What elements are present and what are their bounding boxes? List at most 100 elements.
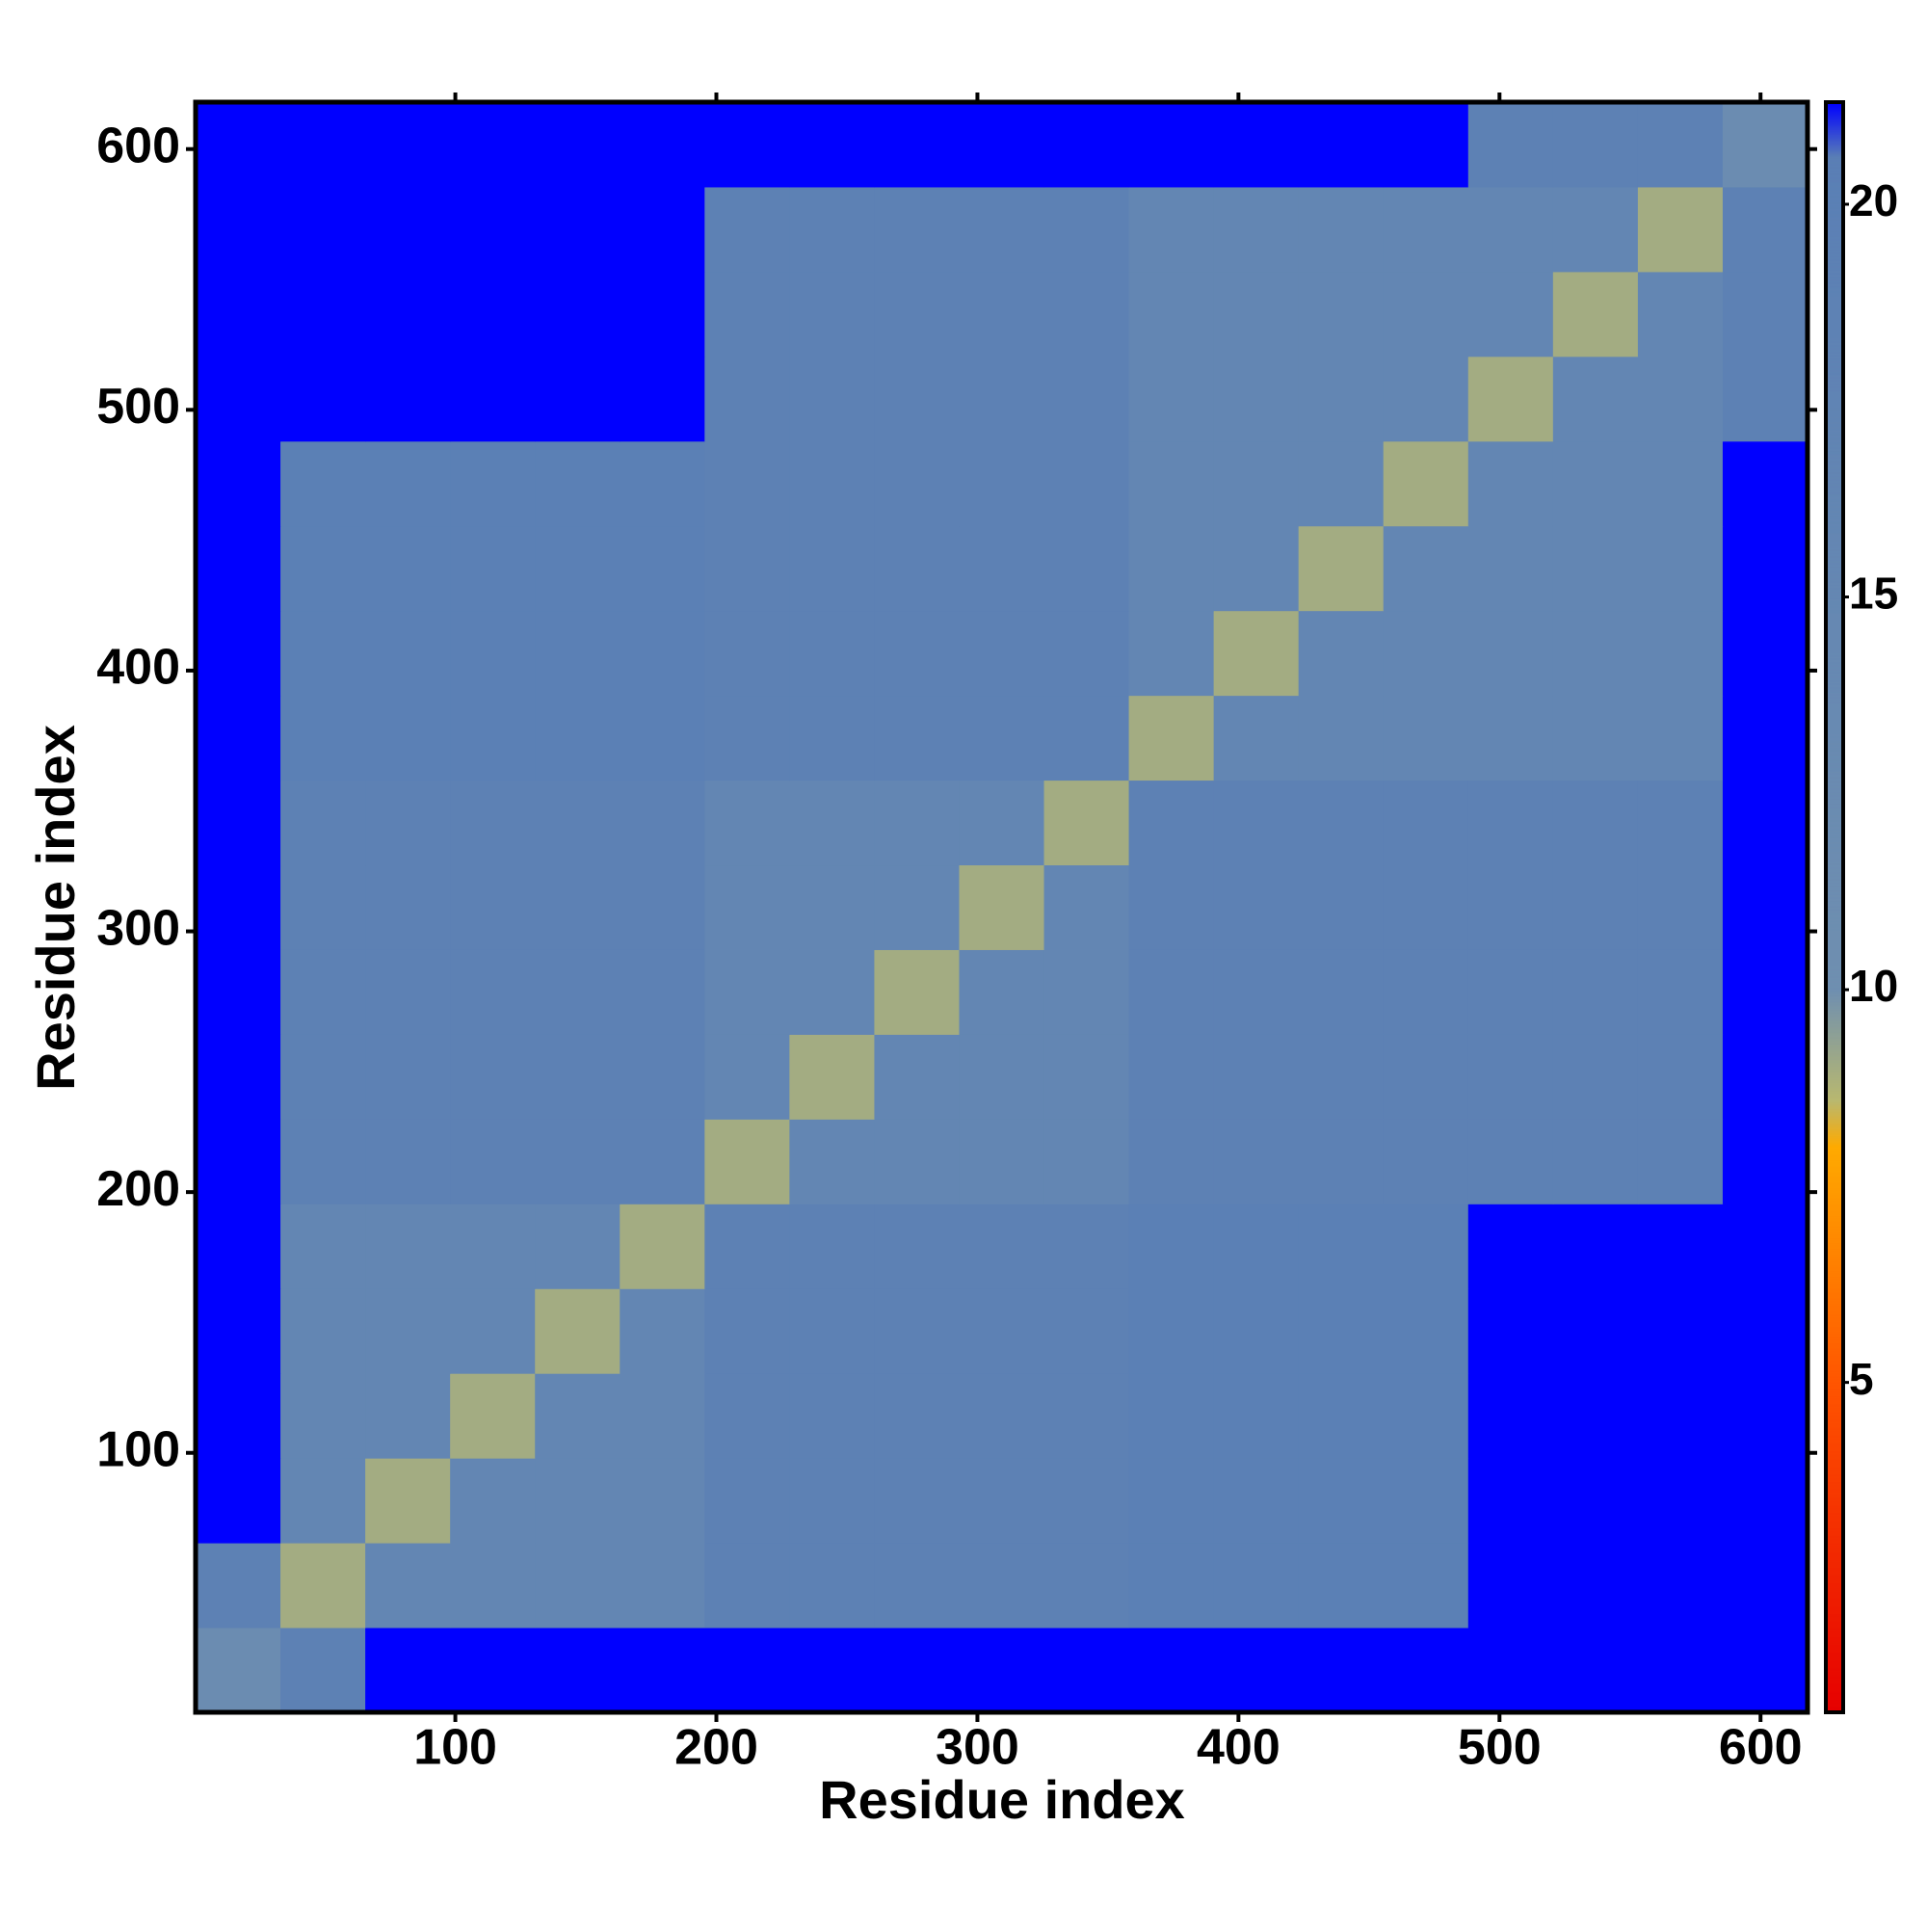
colorbar-segment [1826,806,1843,807]
colorbar-segment [1826,1313,1843,1316]
colorbar-segment [1826,512,1843,515]
colorbar-segment [1826,1089,1843,1091]
colorbar-segment [1826,490,1843,492]
colorbar-segment [1826,404,1843,407]
colorbar-segment [1826,1113,1843,1115]
colorbar-segment [1826,416,1843,419]
colorbar-segment [1826,239,1843,242]
colorbar-segment [1826,1634,1843,1636]
colorbar-segment [1826,1364,1843,1367]
colorbar-segment [1826,981,1843,983]
colorbar-segment [1826,292,1843,295]
colorbar-segment [1826,710,1843,713]
colorbar-segment [1826,561,1843,564]
colorbar-segment [1826,753,1843,754]
colorbar-segment [1826,1533,1843,1535]
colorbar-segment [1826,1183,1843,1185]
colorbar-segment [1826,177,1843,179]
colorbar-segment [1826,245,1843,248]
colorbar-segment [1826,563,1843,566]
colorbar-segment [1826,1353,1843,1356]
heatmap-cell [196,271,281,357]
colorbar-segment [1826,795,1843,797]
colorbar-segment [1826,1421,1843,1424]
colorbar-segment [1826,342,1843,345]
colorbar-segment [1826,331,1843,333]
colorbar-segment [1826,1286,1843,1289]
colorbar-segment [1826,922,1843,924]
colorbar-segment [1826,547,1843,550]
colorbar-segment [1826,427,1843,430]
colorbar-segment [1826,1467,1843,1469]
heatmap-cell [1722,610,1808,697]
colorbar-segment [1826,251,1843,254]
colorbar-segment [1826,1247,1843,1250]
colorbar-segment [1826,1210,1843,1213]
heatmap-cell [280,102,366,188]
colorbar-segment [1826,1632,1843,1634]
colorbar-segment [1826,286,1843,289]
colorbar-segment [1826,1500,1843,1503]
colorbar-segment [1826,1462,1843,1465]
colorbar-segment [1826,1192,1843,1194]
colorbar-segment [1826,1564,1843,1566]
colorbar-segment [1826,702,1843,705]
heatmap-cell [704,271,790,357]
heatmap-cell [1043,864,1130,950]
heatmap-cell [620,1119,705,1204]
colorbar-segment [1826,860,1843,862]
colorbar-segment [1826,1356,1843,1359]
colorbar-segment [1826,1651,1843,1653]
colorbar-segment [1826,362,1843,365]
colorbar-segment [1826,1159,1843,1161]
colorbar-segment [1826,199,1843,201]
colorbar-segment [1826,456,1843,459]
heatmap-cell [704,695,790,781]
colorbar-segment [1826,1225,1843,1228]
heatmap-cell [1467,1373,1554,1459]
heatmap-cell [1467,525,1554,612]
colorbar-segment [1826,1705,1843,1707]
colorbar-segment [1826,260,1843,263]
colorbar-segment [1826,1617,1843,1619]
colorbar-segment [1826,1543,1843,1545]
colorbar-segment [1826,1122,1843,1124]
colorbar-segment [1826,1303,1843,1306]
colorbar-segment [1826,1614,1843,1616]
colorbar-segment [1826,1639,1843,1641]
colorbar-segment [1826,216,1843,219]
heatmap-cell [450,1288,536,1374]
colorbar-segment [1826,1289,1843,1292]
colorbar-segment [1826,600,1843,603]
colorbar-segment [1826,1508,1843,1510]
colorbar-segment [1826,631,1843,634]
heatmap-cell [1128,186,1215,273]
colorbar-segment [1826,1007,1843,1010]
colorbar-segment [1826,848,1843,850]
colorbar-segment [1826,163,1843,165]
colorbar-segment [1826,594,1843,596]
heatmap-cell [365,102,451,188]
colorbar-segment [1826,1620,1843,1622]
colorbar-segment [1826,1246,1843,1249]
colorbar-segment [1826,912,1843,913]
colorbar-segment [1826,667,1843,670]
colorbar-segment [1826,1573,1843,1575]
colorbar-segment [1826,499,1843,502]
colorbar-segment [1826,803,1843,805]
colorbar-segment [1826,595,1843,598]
heatmap-cell [1298,864,1385,950]
colorbar-segment [1826,1444,1843,1447]
colorbar-segment [1826,127,1843,130]
colorbar-segment [1826,140,1843,142]
colorbar-segment [1826,608,1843,611]
colorbar-segment [1826,1497,1843,1500]
colorbar-segment [1826,1144,1843,1146]
heatmap-cell [535,1458,620,1544]
colorbar-segment [1826,770,1843,772]
colorbar-segment [1826,1154,1843,1156]
colorbar-segment [1826,850,1843,852]
colorbar-segment [1826,148,1843,150]
heatmap-cell [1043,525,1130,612]
colorbar-segment [1826,924,1843,926]
